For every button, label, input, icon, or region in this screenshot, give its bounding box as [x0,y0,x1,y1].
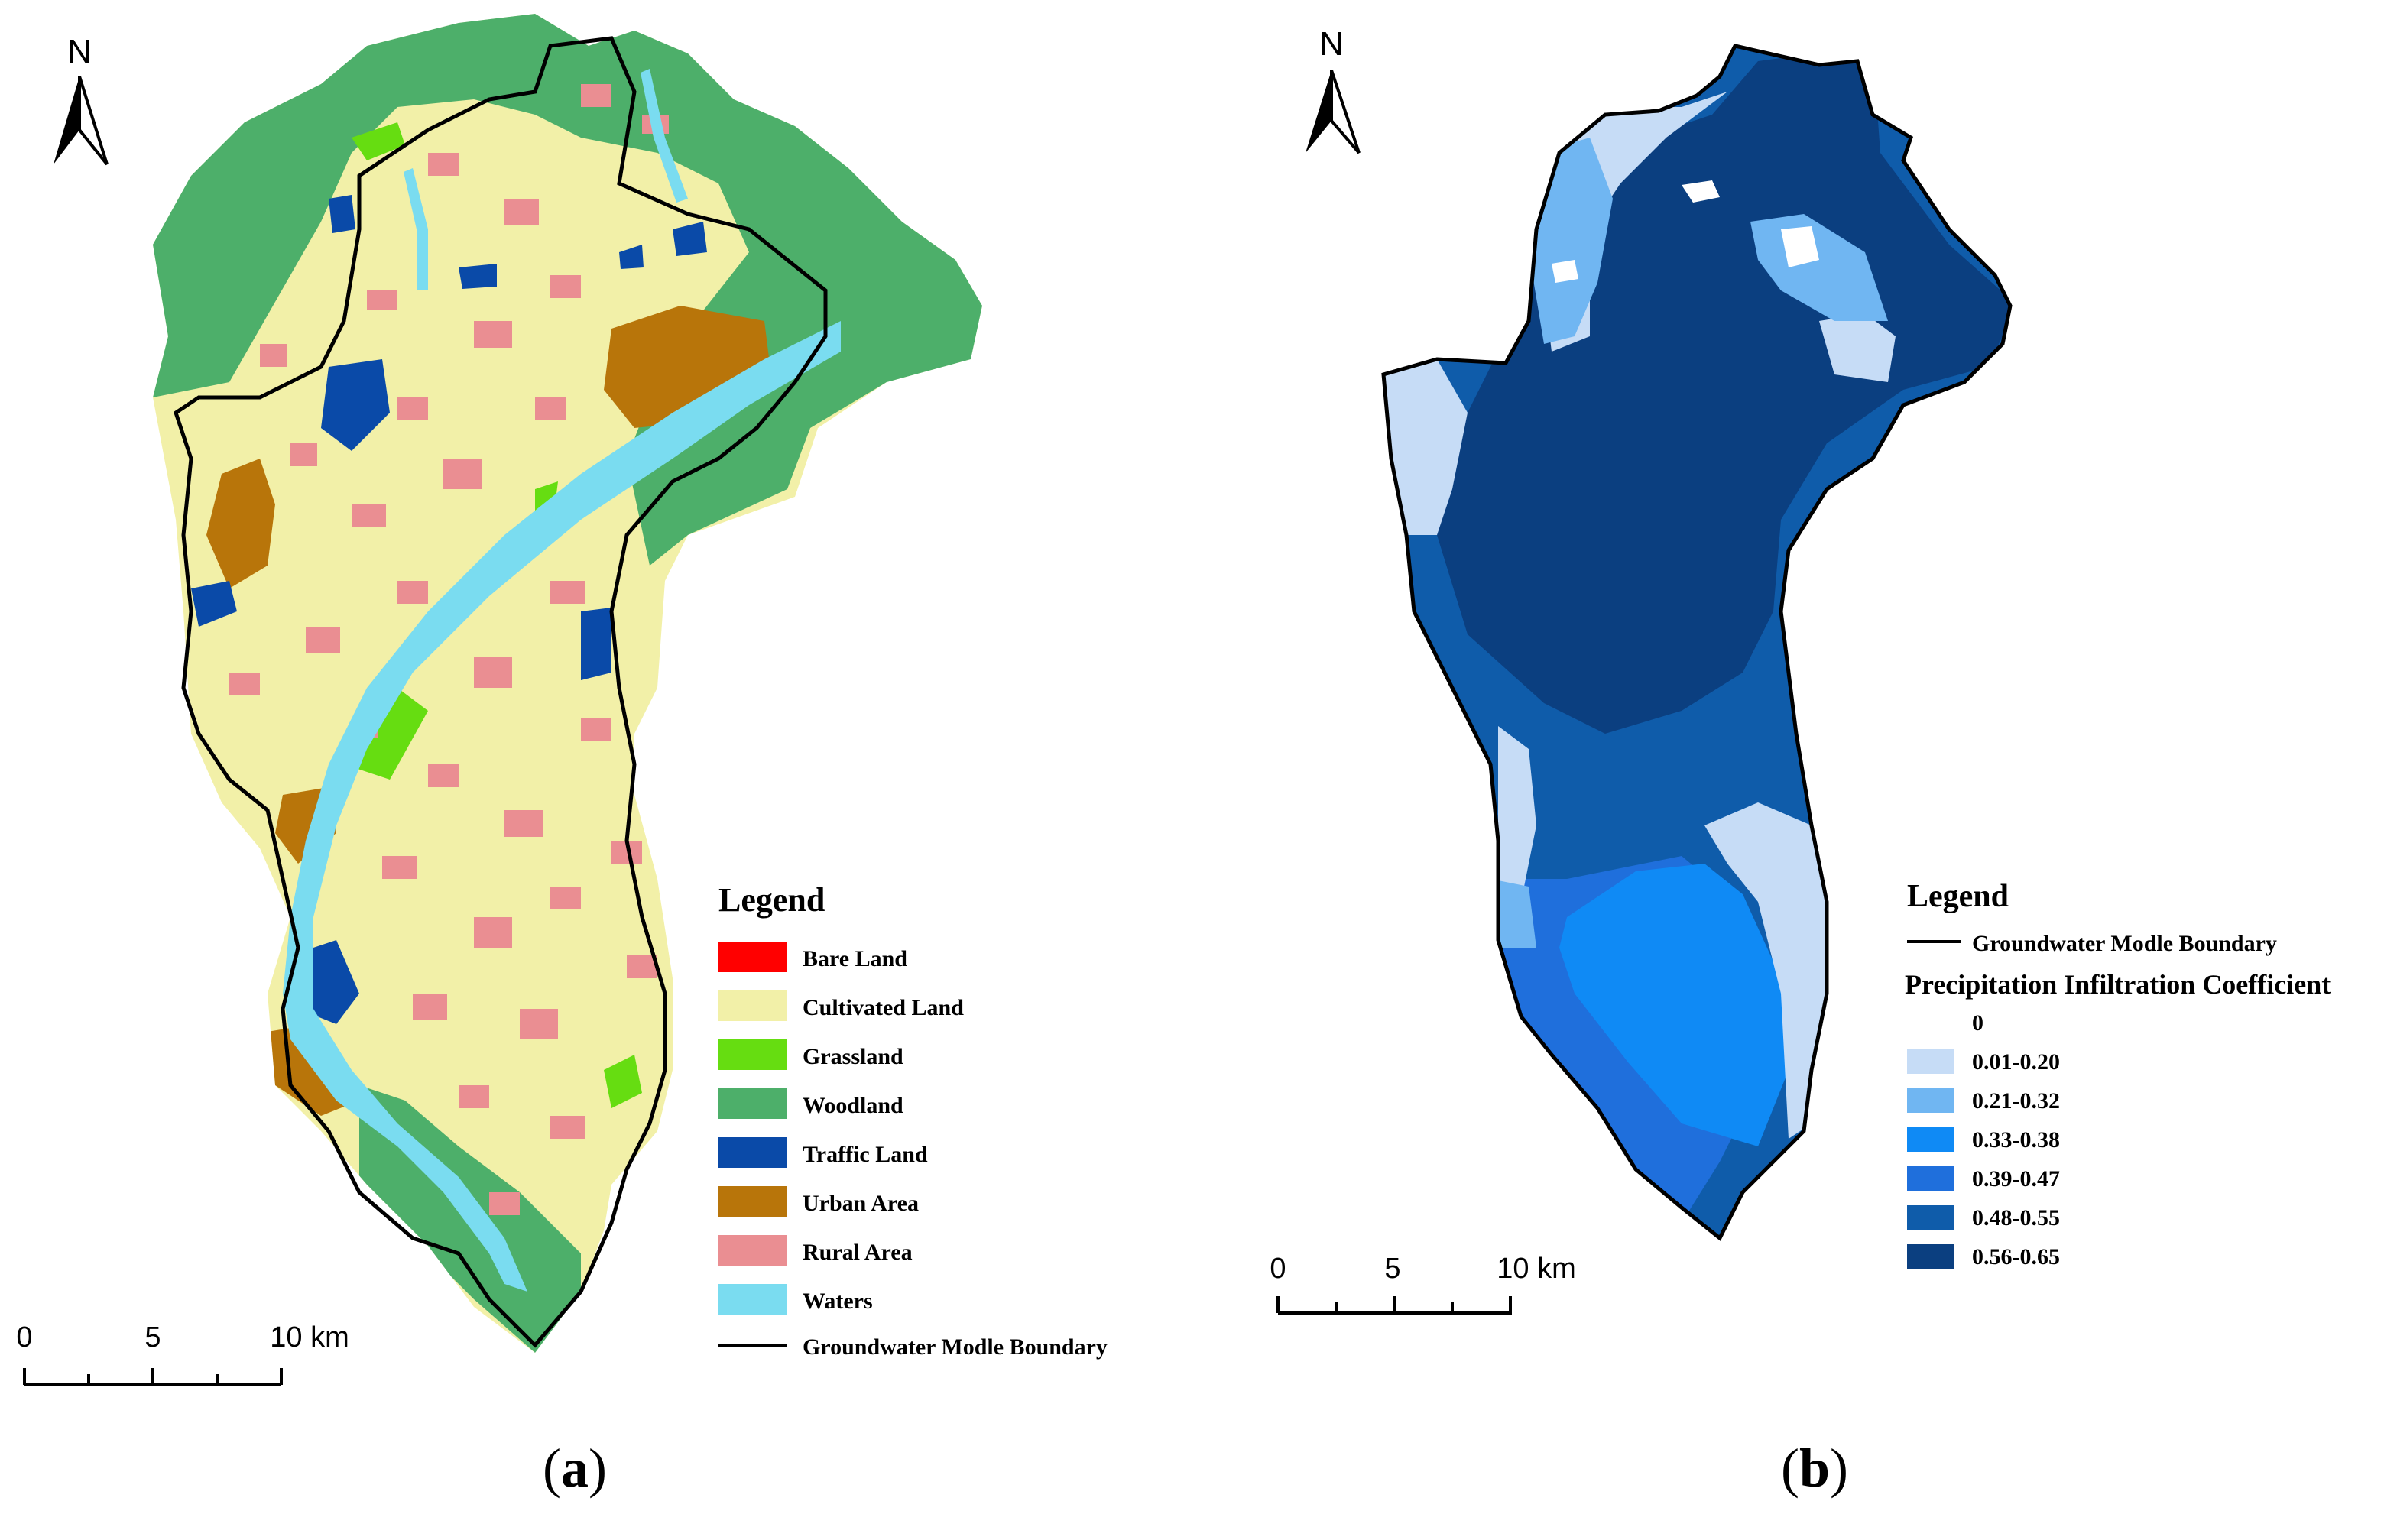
legend-b-label-6: 0.56-0.65 [1972,1244,2060,1269]
legend-b-label-4: 0.39-0.47 [1972,1166,2060,1191]
groundwater-boundary-a [174,36,828,1348]
land-use-map [153,14,982,1353]
legend-a-swatch-1 [718,990,787,1021]
legend-a-swatch-4 [718,1137,787,1168]
caption-b: (b) [1781,1438,1849,1499]
legend-b-label-2: 0.21-0.32 [1972,1088,2060,1114]
legend-b-swatch-6 [1907,1244,1954,1269]
infiltration-map [1381,44,2013,1241]
north-label-b: N [1319,25,1344,63]
legend-b-swatch-4 [1907,1166,1954,1191]
legend-a-swatch-2 [718,1039,787,1070]
legend-title-a: Legend [718,881,825,919]
caption-letter-a: a [560,1438,589,1499]
legend-b-label-5: 0.48-0.55 [1972,1205,2060,1230]
north-arrow-b: N [1306,25,1361,154]
groundwater-boundary-b [1381,44,2013,1241]
scale-tick-0-b: 0 [1270,1253,1286,1285]
legend-a-label-5: Urban Area [803,1191,919,1216]
legend-a-swatch-0 [718,942,787,972]
legend-b-swatch-3 [1907,1127,1954,1152]
legend-a-label-2: Grassland [803,1044,903,1069]
legend-title-b: Legend [1907,879,2009,914]
legend-boundary-label-a: Groundwater Modle Boundary [803,1334,1108,1360]
legend-a-label-4: Traffic Land [803,1142,928,1167]
legend-b-swatch-0 [1907,1010,1954,1035]
land-woodland-north [153,14,982,566]
coefficient-title: Precipitation Infiltration Coefficient [1905,969,2331,1000]
legend-a-swatch-7 [718,1284,787,1315]
legend-boundary-label-b: Groundwater Modle Boundary [1972,931,2277,956]
land-waters [283,321,841,1292]
legend-a-label-7: Waters [803,1289,873,1314]
land-use-map-panel: N [16,14,1108,1386]
legend-a-label-3: Woodland [803,1093,903,1118]
legend-b-label-0: 0 [1972,1010,1983,1036]
infiltration-coefficient-map-panel: N 0 5 [1270,25,2331,1315]
legend-b-label-3: 0.33-0.38 [1972,1127,2060,1153]
caption-letter-b: b [1799,1438,1831,1499]
legend-b-swatch-1 [1907,1049,1954,1074]
scale-tick-5-a: 5 [144,1321,161,1354]
scale-tick-10-b: 10 km [1497,1253,1575,1285]
scale-tick-10-a: 10 km [270,1321,349,1354]
scale-tick-0-a: 0 [16,1321,32,1354]
caption-a: (a) [543,1438,607,1499]
legend-b-swatch-2 [1907,1088,1954,1113]
zone-001-020 [1383,92,1896,1139]
legend-a: Legend Bare Land Cultivated Land Grassland… [718,881,1108,1360]
land-traffic [191,195,707,1024]
north-arrow-a: N [54,33,109,166]
legend-a-label-1: Cultivated Land [803,995,964,1020]
scale-bar-b: 0 5 10 km [1270,1253,1576,1315]
legend-a-swatch-3 [718,1088,787,1119]
legend-b-label-1: 0.01-0.20 [1972,1049,2060,1075]
legend-b: Legend Groundwater Modle Boundary Precip… [1905,879,2331,1269]
north-label-a: N [67,33,92,70]
legend-a-label-0: Bare Land [803,946,907,971]
legend-a-swatch-6 [718,1235,787,1266]
scale-tick-5-b: 5 [1384,1253,1400,1285]
legend-b-swatch-5 [1907,1205,1954,1230]
land-urban [206,306,772,1116]
zone-033-038 [1559,864,1789,1146]
legend-a-swatch-5 [718,1186,787,1217]
legend-a-label-6: Rural Area [803,1240,913,1265]
scale-bar-a: 0 5 10 km [16,1321,349,1386]
